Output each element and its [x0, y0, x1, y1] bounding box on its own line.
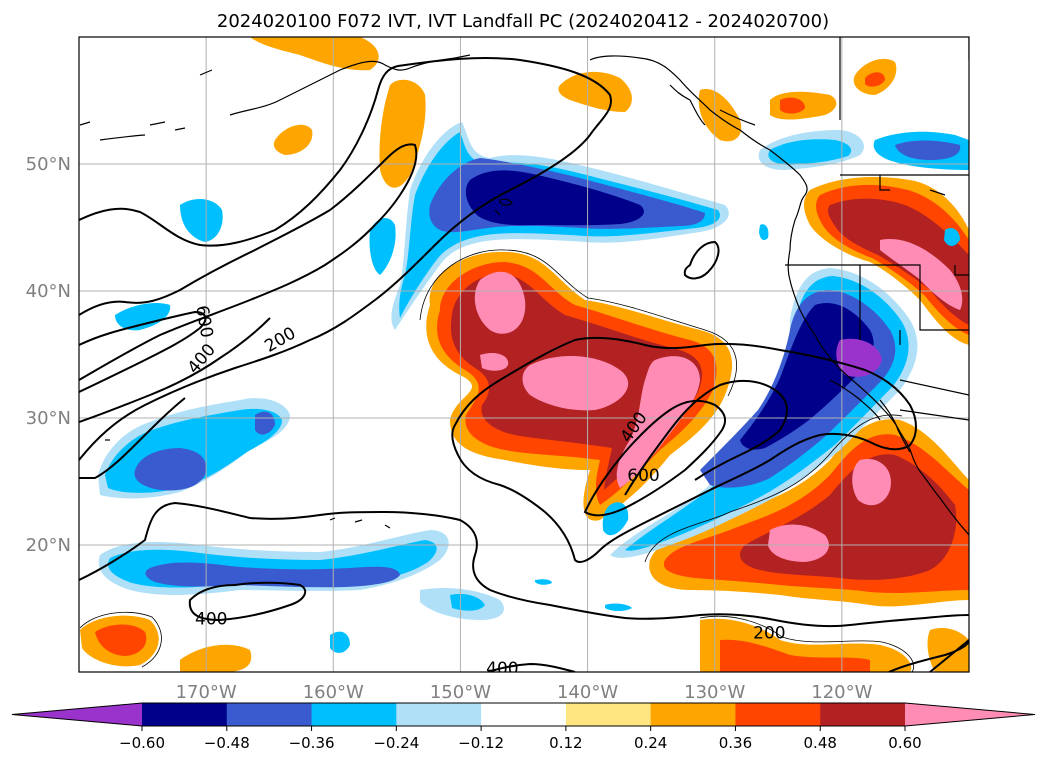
- colorbar-segment: [565, 703, 652, 726]
- contour-label: 600: [627, 466, 659, 486]
- ivt-contours: [79, 56, 969, 672]
- colorbar-extend-min: [12, 703, 142, 726]
- colorbar-segment: [820, 703, 906, 726]
- colorbar-tick-label: 0.12: [549, 734, 582, 752]
- colorbar-segment: [226, 703, 313, 726]
- colorbar-tick-label: −0.60: [119, 734, 165, 752]
- colorbar-tick-label: −0.24: [373, 734, 419, 752]
- contour-label: 400: [195, 610, 227, 630]
- lon-tick-label: 170°W: [176, 682, 237, 703]
- lon-tick-label: 130°W: [684, 682, 745, 703]
- colorbar-segment: [142, 703, 228, 726]
- chart-title: 2024020100 F072 IVT, IVT Landfall PC (20…: [217, 11, 829, 32]
- map-frame: [78, 36, 970, 673]
- map-gridlines: [79, 37, 969, 672]
- lon-tick-label: 160°W: [303, 682, 364, 703]
- lon-tick-label: 120°W: [811, 682, 872, 703]
- contour-label: 400: [486, 659, 518, 679]
- colorbar-tick-label: −0.48: [204, 734, 250, 752]
- coastlines: [79, 37, 969, 536]
- colorbar-segment: [311, 703, 397, 726]
- colorbar-tick-label: −0.12: [458, 734, 504, 752]
- longitude-labels: 170°W 160°W 150°W 140°W 130°W 120°W: [176, 682, 873, 703]
- colorbar-segment: [481, 703, 567, 726]
- colorbar-extend-max: [905, 703, 1035, 726]
- shading-outlines: [79, 249, 914, 672]
- ivt-shading: [80, 37, 969, 672]
- contour-label: 200: [753, 624, 785, 644]
- colorbar-tick-label: −0.36: [289, 734, 335, 752]
- colorbar-tick-label: 0.48: [804, 734, 837, 752]
- colorbar-segment: [396, 703, 482, 726]
- colorbar-segment: [735, 703, 821, 726]
- colorbar-tick-label: 0.60: [888, 734, 921, 752]
- colorbar: −0.60 −0.48 −0.36 −0.24 −0.12 0.12 0.24 0.36 0.4…: [11, 702, 1036, 752]
- lat-tick-label: 30°N: [26, 408, 71, 429]
- latitude-labels: 20°N 30°N 40°N 50°N: [26, 154, 71, 556]
- lat-tick-label: 20°N: [26, 535, 71, 556]
- lat-tick-label: 40°N: [26, 281, 71, 302]
- colorbar-tick-label: 0.24: [634, 734, 667, 752]
- colorbar-segment: [650, 703, 736, 726]
- lon-tick-label: 150°W: [430, 682, 491, 703]
- lon-tick-label: 140°W: [557, 682, 618, 703]
- colorbar-tick-label: 0.36: [719, 734, 752, 752]
- lat-tick-label: 50°N: [26, 154, 71, 175]
